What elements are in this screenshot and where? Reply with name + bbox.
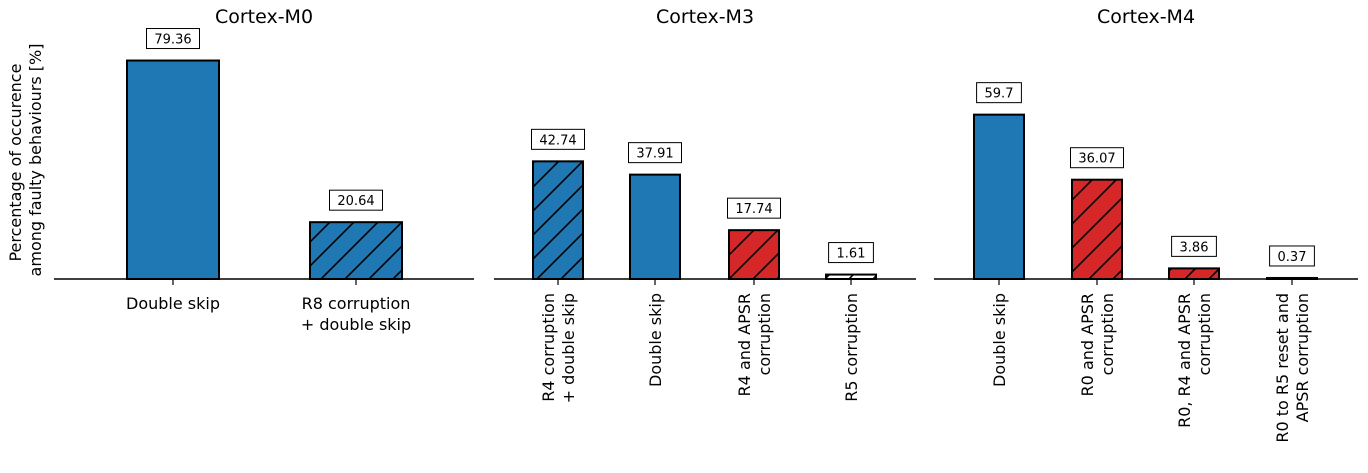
bar-hatch [729, 230, 779, 279]
bar [127, 60, 219, 280]
value-label-box [146, 28, 200, 50]
x-tick-label: R0, R4 and APSRcorruption [1175, 293, 1214, 428]
x-tick-label: R5 corruption [842, 293, 861, 402]
value-label-box [329, 189, 383, 211]
value-label: 17.74 [735, 202, 772, 217]
bar [630, 174, 680, 279]
value-label-box [1070, 147, 1124, 169]
value-label-box [727, 197, 781, 219]
x-tick-label: Double skip [990, 293, 1009, 387]
x-tick-label: R8 corruption + double skip [301, 294, 411, 334]
x-tick-label: Double skip [646, 293, 665, 387]
y-axis-label: Percentage of occurence among faulty beh… [6, 44, 45, 277]
x-tick-label: R4 and APSRcorruption [735, 293, 774, 396]
panel-3: Cortex-M4 59.7 Double skip 36.07 R0 and APSR… [934, 6, 1358, 443]
value-label: 36.07 [1078, 152, 1115, 167]
value-label: 0.37 [1278, 250, 1307, 265]
value-label-box [1171, 235, 1217, 257]
value-label-box [1269, 245, 1315, 267]
x-tick-label: R4 corruption+ double skip [539, 293, 578, 403]
value-label: 20.64 [337, 194, 374, 209]
panel-1: Cortex-M0 79.36 Double skip 20.64 R8 corrupt… [54, 6, 474, 334]
bar-hatch [1072, 179, 1122, 279]
value-label: 3.86 [1180, 240, 1209, 255]
panel-title: Cortex-M0 [215, 6, 313, 28]
bar-hatch [533, 161, 583, 279]
panel-2: Cortex-M3 42.74 R4 corruption+ double skip… [494, 6, 916, 403]
value-label: 1.61 [837, 247, 866, 262]
value-label: 37.91 [636, 147, 673, 162]
x-tick-label: Double skip [126, 294, 220, 313]
bar [974, 114, 1024, 279]
value-label-box [976, 82, 1022, 104]
bar-hatch [1169, 268, 1219, 279]
x-tick-label: R0 to R5 reset andAPSR corruption [1273, 293, 1312, 443]
value-label: 79.36 [154, 33, 191, 48]
value-label-box [531, 128, 585, 150]
bar-hatch [310, 222, 402, 279]
value-label: 42.74 [539, 133, 576, 148]
value-label: 59.7 [985, 87, 1014, 102]
panel-title: Cortex-M3 [656, 6, 754, 28]
x-tick-label: R0 and APSRcorruption [1078, 293, 1117, 396]
bar-hatch [826, 274, 876, 279]
value-label-box [628, 142, 682, 164]
value-label-box [828, 242, 874, 264]
panel-title: Cortex-M4 [1097, 6, 1195, 28]
